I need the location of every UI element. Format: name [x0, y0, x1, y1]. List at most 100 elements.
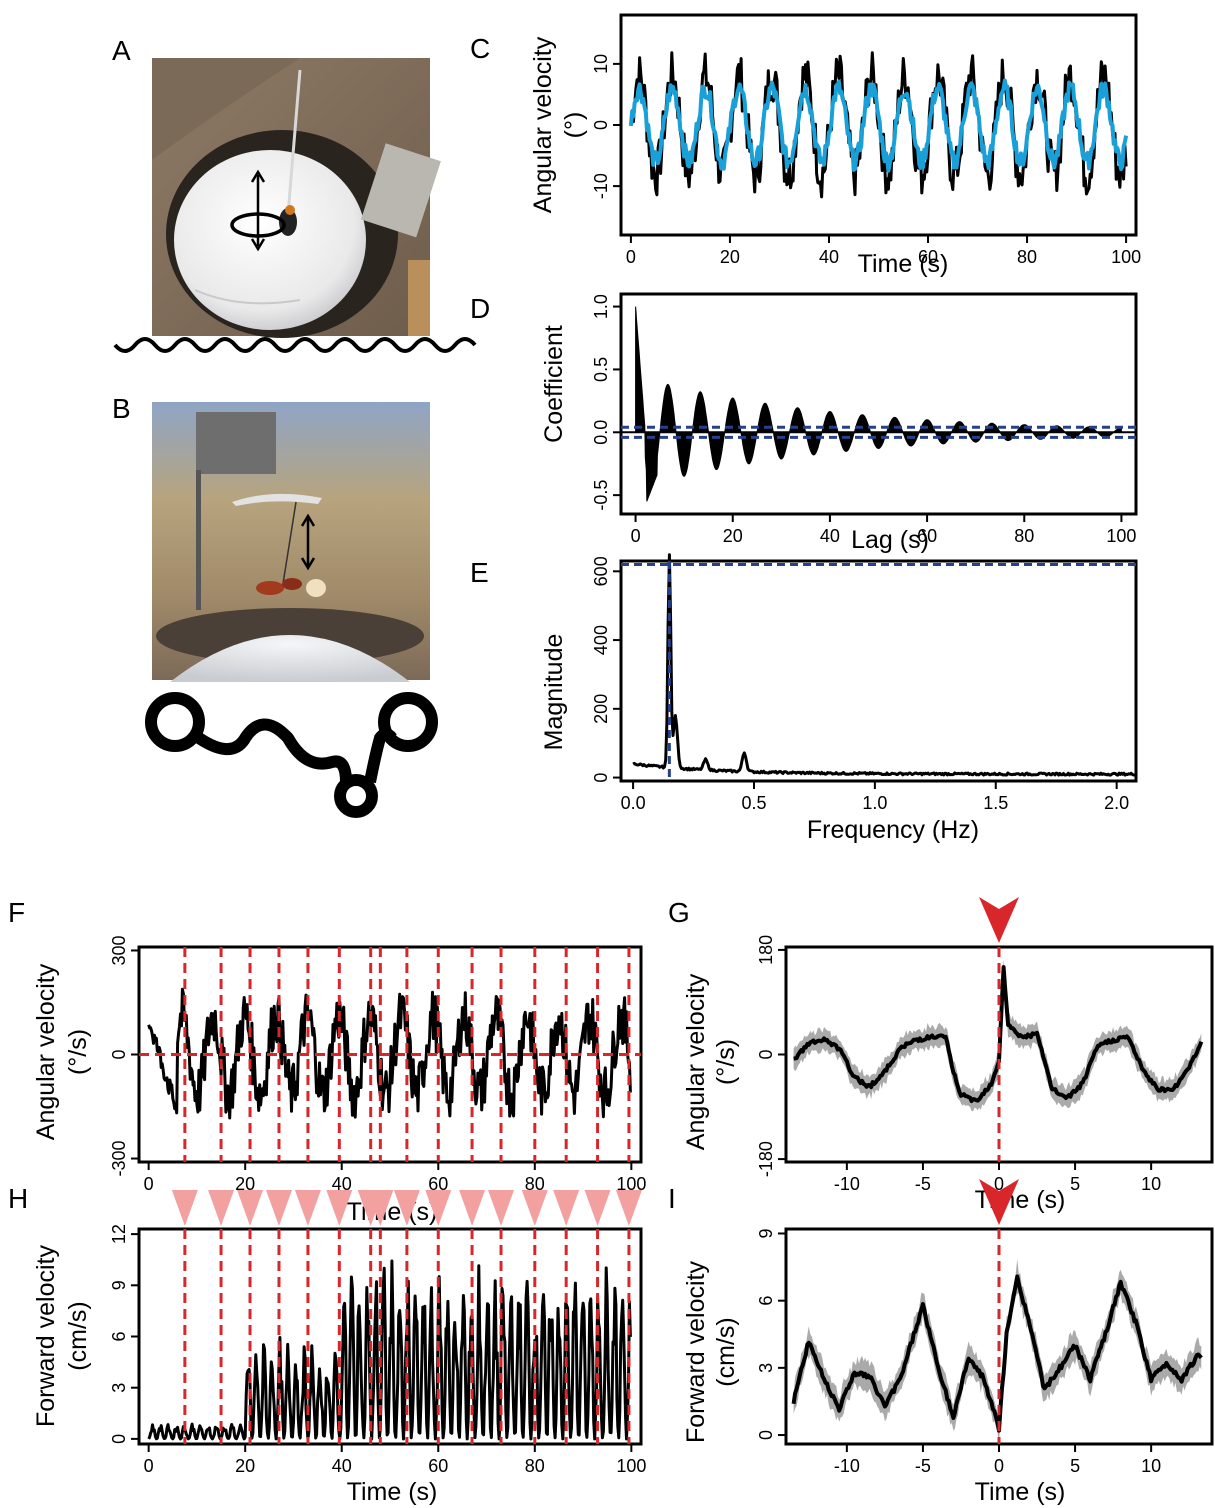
panel-label-h: H [8, 1183, 28, 1214]
x-tick-label: 2.0 [1104, 793, 1129, 813]
x-tick-label: 100 [1111, 247, 1141, 267]
y-tick-label: 200 [591, 694, 611, 724]
event-arrow [237, 1190, 264, 1226]
x-tick-label: 60 [917, 526, 937, 546]
x-tick-label: 0 [144, 1174, 154, 1194]
panel-label-i: I [668, 1183, 676, 1214]
event-arrow [294, 1190, 321, 1226]
event-arrow [367, 1190, 394, 1226]
panel-label-b: B [112, 393, 131, 424]
panel-label-e: E [470, 557, 489, 588]
x-tick-label: 40 [820, 526, 840, 546]
chart-f: 0 20 40 60 80 100 -300 0 300 Time (s) Angular ve… [32, 935, 646, 1226]
y-tick-label: 400 [591, 625, 611, 655]
y-tick-label: -300 [109, 1141, 129, 1177]
y-axis-label-line1: Forward velocity [682, 1261, 710, 1443]
y-tick-label: 0 [756, 1430, 776, 1440]
x-tick-label: -10 [834, 1456, 860, 1476]
event-marker-icon [979, 897, 1019, 943]
axes-frame [619, 292, 1138, 516]
y-tick-label: 0 [591, 120, 611, 130]
straight-path-icon [113, 337, 477, 353]
y-tick-label: 0 [591, 773, 611, 783]
x-axis-label: Time (s) [975, 1478, 1066, 1506]
x-tick-label: 100 [1106, 526, 1136, 546]
y-tick-label: 300 [109, 935, 129, 965]
x-axis-label: Frequency (Hz) [807, 816, 979, 844]
x-tick-label: 0.5 [741, 793, 766, 813]
y-axis-label-line2: (cm/s) [712, 1317, 740, 1386]
y-axis-label-line2: (°/s) [64, 1029, 92, 1075]
y-axis-label-line1: Angular velocity [32, 963, 60, 1140]
event-arrow [459, 1190, 486, 1226]
event-arrow [208, 1190, 235, 1226]
y-tick-label: -180 [756, 1141, 776, 1177]
event-arrow [584, 1190, 611, 1226]
mean-line [791, 1274, 1203, 1433]
x-tick-label: 0 [631, 526, 641, 546]
x-tick-label: 5 [1070, 1174, 1080, 1194]
panel-label-c: C [470, 33, 490, 64]
x-tick-label: -5 [915, 1456, 931, 1476]
y-axis-label-line2: (cm/s) [64, 1301, 92, 1370]
event-marker-icon [979, 1179, 1019, 1225]
x-tick-label: 10 [1141, 1456, 1161, 1476]
x-tick-label: 10 [1141, 1174, 1161, 1194]
x-tick-label: 80 [525, 1456, 545, 1476]
x-axis-label: Time (s) [858, 250, 949, 278]
event-arrow [393, 1190, 420, 1226]
event-arrow [615, 1190, 642, 1226]
x-tick-label: 5 [1070, 1456, 1080, 1476]
photo-b [152, 402, 430, 682]
x-tick-label: 80 [525, 1174, 545, 1194]
y-axis-label: Coefficient [540, 325, 568, 443]
y-tick-label: 12 [109, 1224, 129, 1244]
x-tick-label: 0 [994, 1174, 1004, 1194]
x-tick-label: 60 [918, 247, 938, 267]
panel-label-d: D [470, 293, 490, 324]
x-axis-label: Time (s) [347, 1198, 438, 1226]
y-axis-label: Magnitude [540, 634, 568, 751]
chart-c: 0 20 40 60 80 100 -10 0 10 Time (s) Angular velo… [529, 13, 1141, 278]
x-tick-label: 40 [819, 247, 839, 267]
y-axis-label-line2: (°) [560, 112, 588, 139]
x-tick-label: 40 [332, 1456, 352, 1476]
forward-velocity-line [147, 1259, 632, 1441]
panel-label-f: F [8, 897, 25, 928]
x-tick-label: 60 [428, 1174, 448, 1194]
x-tick-label: 20 [723, 526, 743, 546]
x-tick-label: 20 [720, 247, 740, 267]
y-tick-label: -0.5 [591, 480, 611, 511]
panel-label-g: G [668, 897, 690, 928]
x-tick-label: 1.5 [983, 793, 1008, 813]
event-arrow [521, 1190, 548, 1226]
y-tick-label: 0.5 [591, 357, 611, 382]
event-arrow [425, 1190, 452, 1226]
y-axis-label-line1: Angular velocity [682, 973, 710, 1150]
y-tick-label: -10 [591, 173, 611, 199]
y-tick-label: 180 [756, 935, 776, 965]
y-axis-label-line1: Angular velocity [529, 36, 557, 213]
y-axis-label-line2: (°/s) [712, 1039, 740, 1085]
confidence-band [793, 958, 1202, 1112]
x-tick-label: 40 [332, 1174, 352, 1194]
y-tick-label: 1.0 [591, 294, 611, 319]
chart-e: 0.0 0.5 1.0 1.5 2.0 0 200 400 600 Frequency (Hz)… [540, 553, 1138, 844]
y-tick-label: 6 [109, 1331, 129, 1341]
x-tick-label: 100 [616, 1456, 646, 1476]
x-tick-label: 20 [235, 1174, 255, 1194]
y-tick-label: 0 [109, 1434, 129, 1444]
y-tick-label: 9 [756, 1228, 776, 1238]
x-tick-label: -5 [915, 1174, 931, 1194]
spectrum-line [632, 553, 1137, 777]
chart-d: 0 20 40 60 80 100 -0.5 0.0 0.5 1.0 Lag (s) Coeffi… [540, 292, 1138, 554]
x-tick-label: 0.0 [621, 793, 646, 813]
x-tick-label: 80 [1017, 247, 1037, 267]
y-tick-label: 3 [109, 1383, 129, 1393]
y-tick-label: 0 [756, 1049, 776, 1059]
axes-frame [619, 559, 1138, 783]
x-axis-label: Time (s) [347, 1478, 438, 1506]
series-smoothed [628, 78, 1129, 173]
